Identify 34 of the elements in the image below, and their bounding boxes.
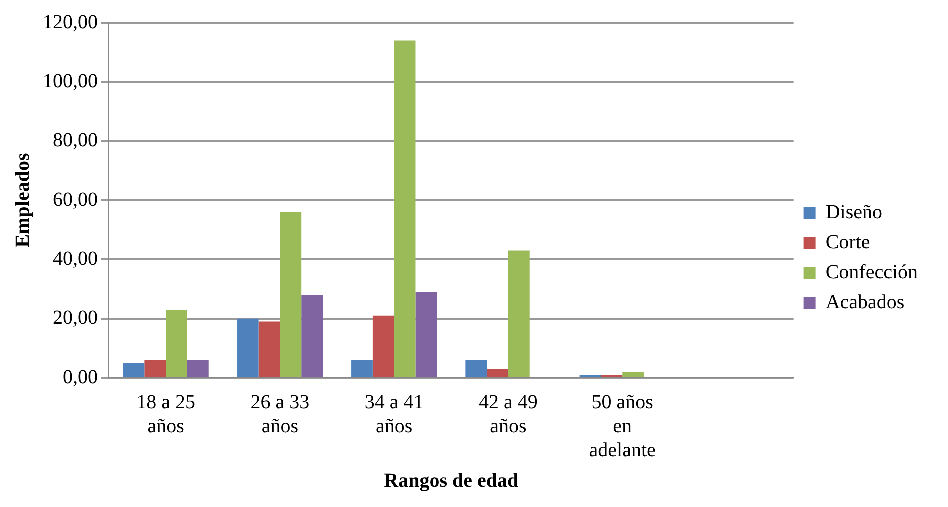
x-tick-label: 18 a 25 años — [136, 391, 196, 438]
bar — [144, 360, 166, 377]
y-tick-label: 40,00 — [53, 248, 98, 270]
legend-label: Acabados — [826, 291, 905, 314]
bar — [416, 292, 438, 377]
bar — [237, 318, 259, 377]
legend-label: Confección — [826, 261, 918, 284]
bar — [372, 316, 394, 377]
y-axis-title: Empleados — [12, 153, 34, 248]
y-tick-label: 120,00 — [43, 11, 98, 34]
y-tick-label: 20,00 — [53, 307, 98, 330]
bar — [487, 369, 508, 377]
legend-label: Diseño — [826, 201, 882, 224]
x-tick-label: 34 a 41 años — [364, 391, 424, 438]
x-axis-title: Rangos de edad — [384, 470, 519, 492]
bar — [508, 250, 530, 377]
bar — [258, 322, 280, 377]
x-tick-label: 26 a 33 años — [250, 391, 310, 438]
x-tick-label: 42 a 49 años — [479, 391, 538, 438]
bar — [622, 372, 644, 377]
bar — [466, 360, 488, 377]
bar — [394, 40, 416, 377]
y-tick-label: 0,00 — [63, 366, 98, 388]
bar — [352, 360, 373, 377]
bar — [187, 360, 209, 377]
y-tick-label: 100,00 — [43, 70, 98, 92]
bar — [280, 212, 302, 377]
y-tick-label: 80,00 — [53, 130, 98, 152]
x-tick-label: 50 años en adelante — [589, 391, 656, 462]
bar — [123, 363, 145, 377]
bar — [302, 295, 324, 377]
y-tick-label: 60,00 — [53, 188, 98, 211]
bar — [166, 310, 188, 377]
legend-label: Corte — [826, 231, 870, 254]
